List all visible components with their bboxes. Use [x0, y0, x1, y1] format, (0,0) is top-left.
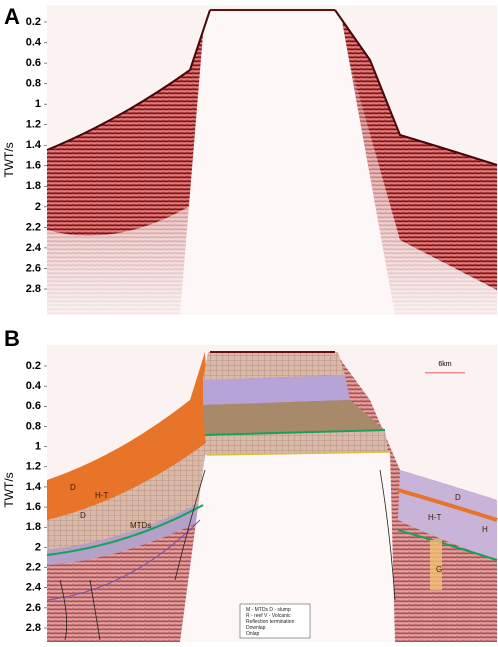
y-tick-label: 1.4 — [26, 481, 42, 493]
legend-text: Downlap — [246, 625, 266, 631]
legend-text: Onlap — [246, 631, 260, 637]
legend-text: R - reef V - Volcanic — [246, 613, 291, 619]
y-tick-label: 1.8 — [26, 180, 41, 192]
y-tick-label: 1.6 — [26, 160, 41, 172]
annotation: D — [80, 511, 86, 520]
scale-bar-label: 6km — [438, 361, 451, 368]
axis-label: TWT/s — [2, 472, 16, 507]
y-tick-label: 1.2 — [26, 461, 41, 473]
y-tick-label: 0.8 — [26, 420, 41, 432]
legend-text: M - MTDs D - slump — [246, 607, 291, 613]
annotation: H — [482, 525, 488, 534]
y-tick-label: 2.8 — [26, 283, 41, 295]
y-tick-label: 2.6 — [26, 602, 41, 614]
annotation: MTDs — [130, 521, 151, 530]
y-tick-label: 1 — [35, 98, 41, 110]
annotation: H-T — [95, 491, 108, 500]
y-tick-label: 2.2 — [26, 221, 41, 233]
panel-label: B — [4, 326, 20, 351]
annotation: D — [70, 483, 76, 492]
y-tick-label: 2.4 — [26, 582, 42, 594]
y-tick-label: 2.4 — [26, 242, 42, 254]
annotation: H-T — [428, 513, 441, 522]
y-tick-label: 0.6 — [26, 57, 41, 69]
y-tick-label: 0.2 — [26, 360, 41, 372]
y-tick-label: 0.8 — [26, 78, 41, 90]
legend-box — [239, 603, 311, 639]
annotation: G — [436, 565, 442, 574]
seismic-panel-b — [46, 345, 498, 642]
y-tick-label: 1.4 — [26, 139, 42, 151]
y-tick-label: 0.4 — [26, 36, 42, 48]
y-tick-label: 2.2 — [26, 561, 41, 573]
y-tick-label: 2.8 — [26, 622, 41, 634]
annotation: D — [455, 493, 461, 502]
y-tick-label: 2 — [35, 201, 41, 213]
y-tick-label: 0.2 — [26, 16, 41, 28]
panel-label: A — [4, 4, 20, 29]
legend-text: Reflection termination — [246, 619, 295, 625]
y-tick-label: 1.2 — [26, 119, 41, 131]
y-tick-label: 1.8 — [26, 521, 41, 533]
y-tick-label: 0.6 — [26, 400, 41, 412]
labels: A TWT/s B TWT/s 6km — [2, 4, 452, 639]
y-tick-label: 2 — [35, 541, 41, 553]
y-tick-label: 1.6 — [26, 501, 41, 513]
y-tick-label: 0.4 — [26, 380, 42, 392]
y-tick-label: 1 — [35, 441, 41, 453]
y-tick-label: 2.6 — [26, 262, 41, 274]
axis-label: TWT/s — [2, 142, 16, 177]
seismic-panel-a — [46, 5, 498, 315]
